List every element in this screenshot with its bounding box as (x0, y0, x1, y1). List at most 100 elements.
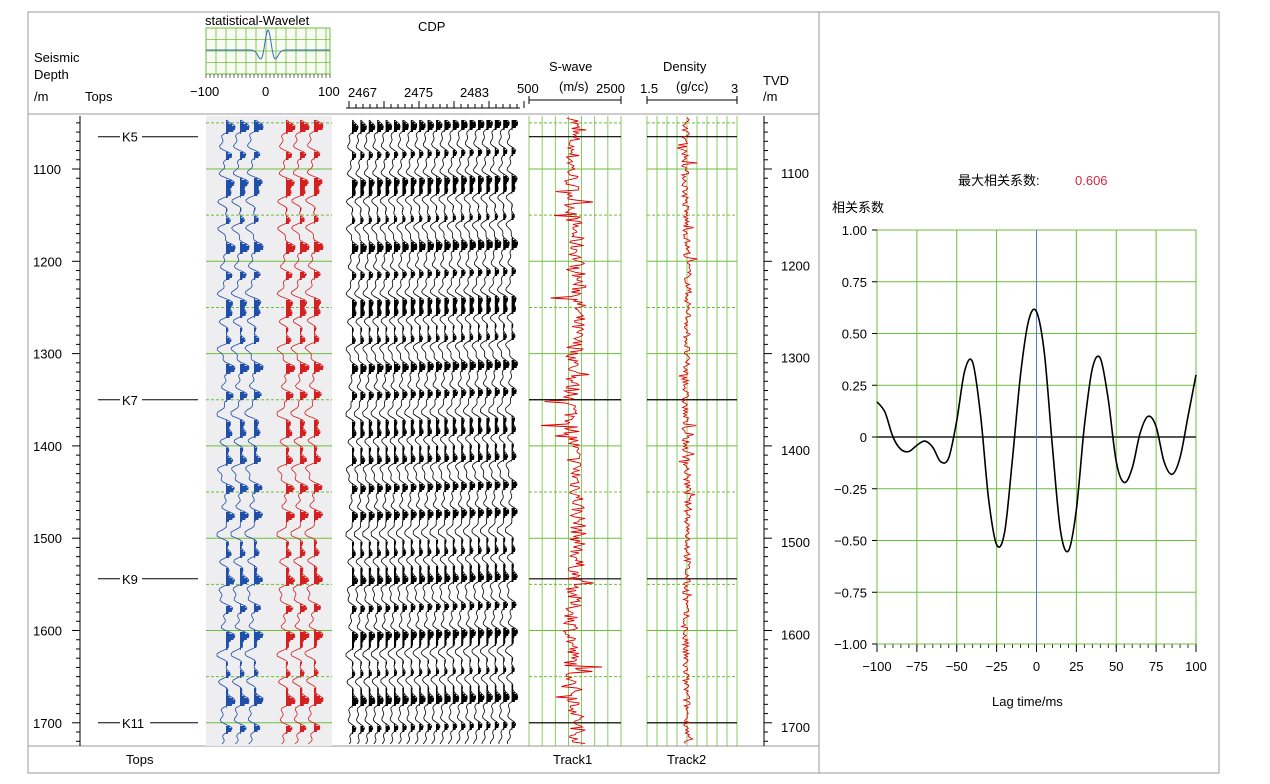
wiggle-fill (436, 120, 442, 732)
y-tick-label: −0.25 (834, 482, 867, 497)
wiggle-fill (360, 120, 367, 734)
density-tick-min: 1.5 (640, 81, 658, 96)
wavelet-curve (206, 29, 330, 60)
correlation-panel-frame (818, 11, 1220, 774)
wiggle-fill (486, 120, 493, 730)
cdp-tick-1: 2467 (348, 85, 377, 100)
x-tick-label: 25 (1069, 659, 1083, 674)
wiggle-fill (368, 120, 375, 734)
footer-tops: Tops (126, 752, 154, 767)
footer-track1: Track1 (553, 752, 592, 767)
wavelet-plot (205, 27, 331, 78)
top-marker-label: K9 (122, 572, 138, 587)
depth-header-line2: Depth (34, 67, 69, 82)
y-tick-label: 1.00 (842, 223, 867, 238)
x-tick-label: −75 (906, 659, 928, 674)
wiggle-fill (419, 120, 426, 732)
top-marker-label: K11 (122, 716, 144, 731)
cdp-axis (346, 101, 525, 109)
x-tick-label: 50 (1109, 659, 1123, 674)
wiggle-fill (444, 120, 451, 732)
tvd-header-line1: TVD (763, 73, 789, 88)
correlation-chart-title: 最大相关系数: 0.606 (958, 173, 1108, 188)
tvd-tick-label: 1500 (781, 535, 810, 550)
correlation-title-prefix: 最大相关系数: (958, 173, 1040, 188)
y-tick-label: 0.25 (842, 378, 867, 393)
swave-unit: (m/s) (559, 79, 589, 94)
wiggle-fill (286, 120, 295, 734)
y-tick-label: 0.75 (842, 275, 867, 290)
wiggle-fill (385, 120, 392, 734)
cdp-seismic-track (345, 119, 519, 745)
tvd-header-line2: /m (763, 89, 777, 104)
tvd-tick-label: 1100 (781, 166, 809, 181)
wavelet-title: statistical-Wavelet (205, 13, 310, 28)
depth-tick-label: 1400 (33, 439, 62, 454)
wavelet-tick-right: 100 (318, 84, 340, 99)
correlation-xlabel: Lag time/ms (992, 694, 1063, 709)
wiggle-fill (469, 120, 476, 730)
wiggle-fill (427, 120, 434, 732)
wavelet-tick-left: −100 (190, 84, 219, 99)
wiggle-fill (394, 120, 400, 732)
depth-header-line1: Seismic (34, 50, 80, 65)
x-tick-label: −100 (862, 659, 891, 674)
correlation-chart: −100 −75 −50 −25 0 25 50 75 100 1.00 0.75 0.50 0.25 0… (834, 223, 1207, 674)
y-tick-label: −1.00 (834, 637, 867, 652)
footer-track2: Track2 (667, 752, 706, 767)
depth-tick-label: 1500 (33, 531, 62, 546)
y-tick-label: 0 (860, 430, 867, 445)
tvd-tick-label: 1300 (781, 351, 810, 366)
x-tick-label: −50 (946, 659, 968, 674)
depth-tick-label: 1100 (33, 162, 61, 177)
wiggle-fill (402, 120, 409, 732)
x-tick-label: 100 (1185, 659, 1207, 674)
wiggle-fill (452, 120, 459, 732)
y-tick-label: 0.50 (842, 327, 867, 342)
wiggle-fill (352, 120, 358, 734)
density-title: Density (663, 59, 707, 74)
correlation-ylabel: 相关系数 (832, 200, 884, 215)
correlation-title-value: 0.606 (1075, 173, 1108, 188)
swave-tick-min: 500 (517, 81, 539, 96)
wiggle-trace (505, 119, 519, 745)
tvd-tick-label: 1400 (781, 443, 810, 458)
cdp-tick-3: 2483 (460, 85, 489, 100)
cdp-tick-2: 2475 (404, 85, 433, 100)
log-curve (541, 117, 603, 744)
wiggle-fill (478, 120, 484, 730)
swave-title: S-wave (549, 59, 592, 74)
wiggle-fill (314, 120, 323, 732)
synthetic-seismic-track (206, 116, 332, 746)
wiggle-fill (511, 120, 518, 730)
wiggle-fill (240, 120, 249, 734)
wiggle-fill (494, 120, 501, 730)
tvd-tick-label: 1200 (781, 258, 810, 273)
y-tick-label: −0.75 (834, 585, 867, 600)
density-tick-max: 3 (731, 81, 738, 96)
synthetic-background (206, 116, 332, 746)
tvd-tick-label: 1700 (781, 720, 810, 735)
x-tick-label: −25 (986, 659, 1008, 674)
x-tick-label: 0 (1033, 659, 1040, 674)
depth-tick-label: 1300 (33, 347, 62, 362)
tvd-axis: 1100 1200 1300 1400 1500 1600 1700 (763, 116, 810, 746)
tops-header: Tops (85, 89, 113, 104)
log-curve (677, 117, 698, 744)
wiggle-fill (377, 120, 384, 734)
top-marker-label: K7 (122, 393, 138, 408)
wiggle-fill (461, 120, 468, 730)
depth-axis: 1100 1200 1300 1400 1500 1600 1700 (33, 116, 81, 746)
x-tick-label: 75 (1149, 659, 1163, 674)
y-tick-label: −0.50 (834, 534, 867, 549)
wiggle-fill (300, 120, 309, 734)
correlation-curve (876, 308, 1197, 553)
tvd-tick-label: 1600 (781, 628, 810, 643)
cdp-title: CDP (418, 19, 445, 34)
wiggle-fill (503, 120, 510, 730)
wiggle-fill (410, 120, 417, 732)
depth-header: Seismic Depth /m (34, 50, 80, 104)
swave-tick-max: 2500 (596, 81, 625, 96)
depth-tick-label: 1600 (33, 624, 62, 639)
